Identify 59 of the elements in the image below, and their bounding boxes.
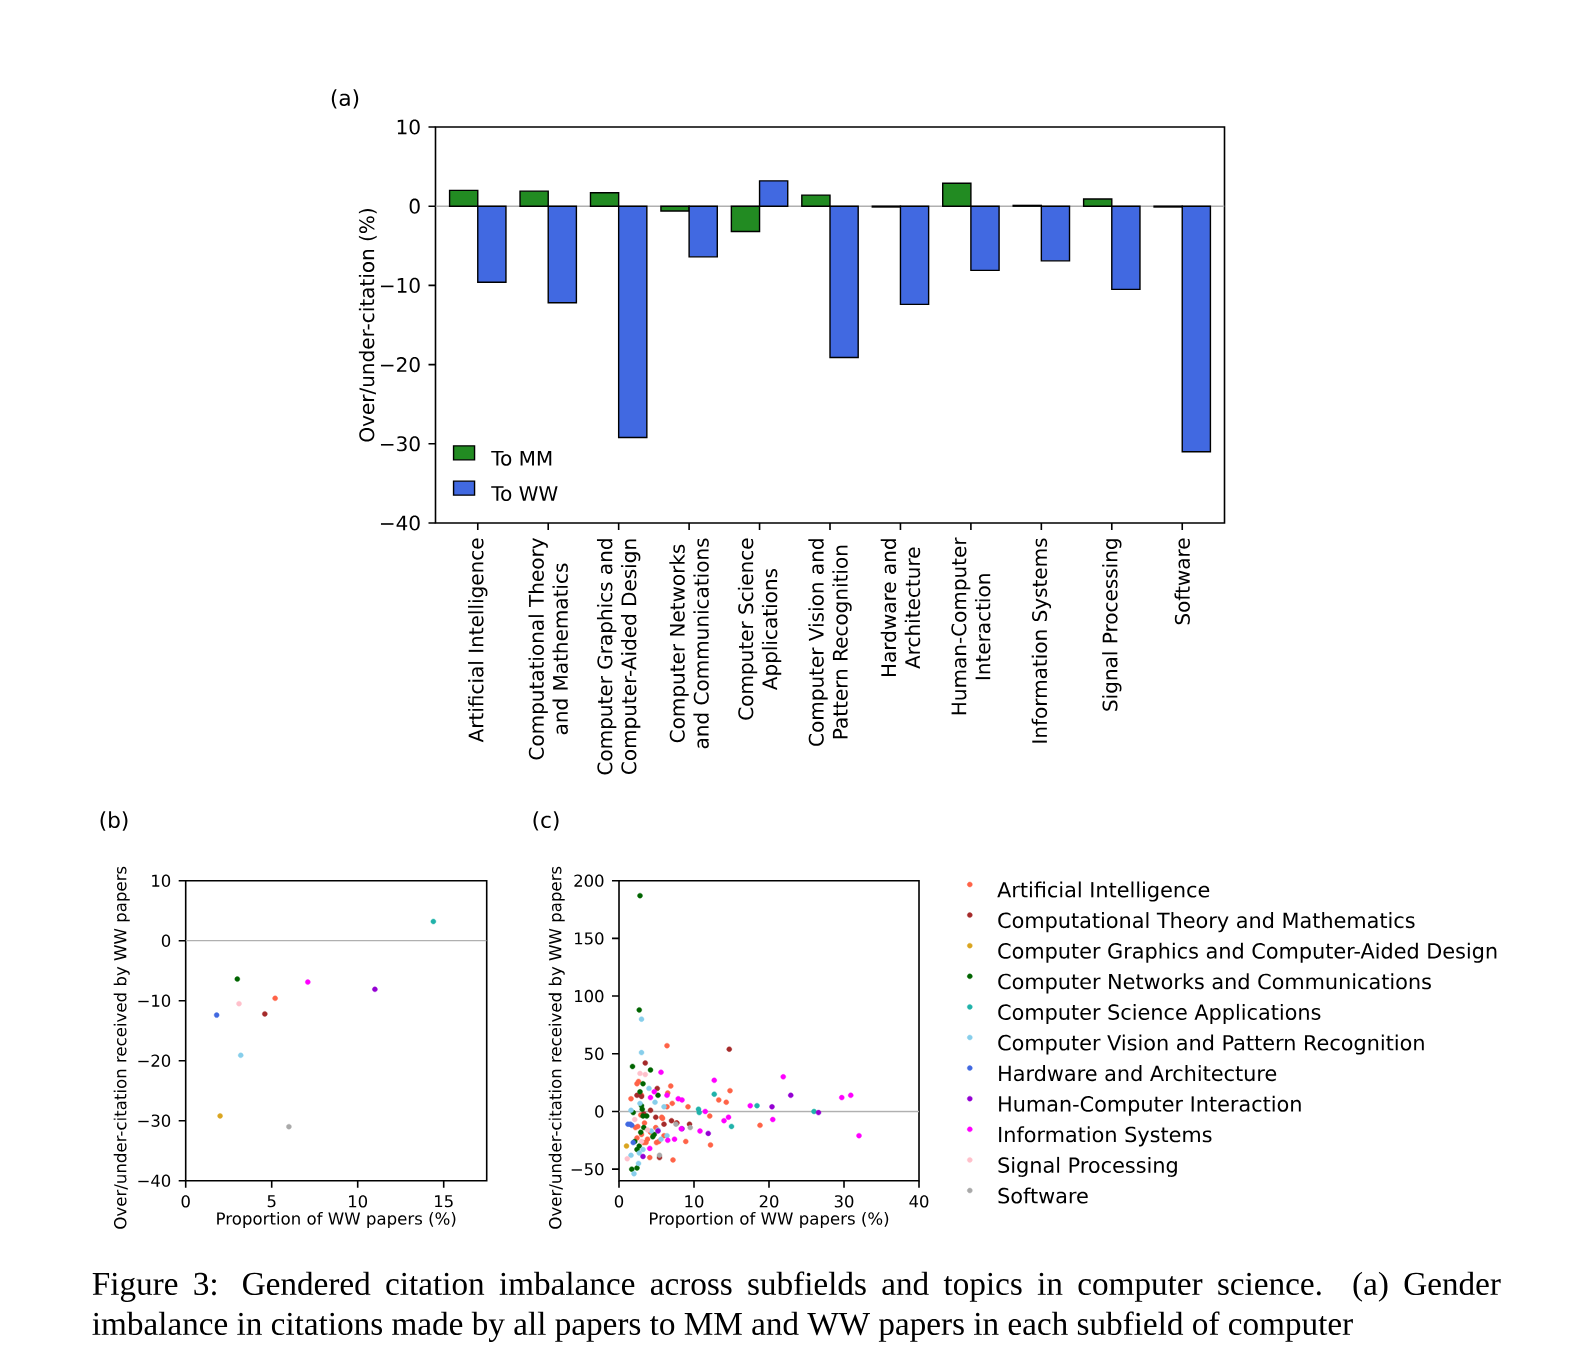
x-tick-label: Computer Graphics and Computer-Aided Design (596, 539, 641, 775)
legend-label: To WW (491, 486, 558, 502)
y-tick-label: 200 (574, 874, 604, 887)
x-tick-label: Software (1174, 538, 1190, 625)
x-tick-label: 0 (614, 1195, 624, 1208)
x-tick-label: 0 (181, 1195, 190, 1208)
y-tick-label: −40 (380, 515, 420, 531)
y-tick-label: −30 (380, 436, 420, 452)
y-tick-label: −20 (138, 1054, 171, 1067)
y-tick-label: −20 (380, 357, 420, 373)
x-tick-label: Information Systems (1031, 538, 1052, 743)
y-tick-label: 150 (575, 932, 604, 945)
x-tick-label: 40 (909, 1195, 929, 1208)
legend-label: Artificial Intelligence (997, 881, 1210, 902)
x-tick-label: Artificial Intelligence (468, 538, 488, 743)
x-tick-label: 10 (349, 1195, 368, 1208)
y-tick-label: 50 (584, 1047, 604, 1060)
y-axis-title: Over/under-citation (%) (358, 209, 377, 442)
x-tick-label: Computational Theory and Mathematics (528, 538, 568, 760)
y-tick-label: −30 (138, 1114, 171, 1127)
legend-label: Signal Processing (998, 1156, 1177, 1178)
y-tick-label: 0 (161, 934, 171, 947)
x-tick-label: Computer Vision and Pattern Recognition (808, 539, 852, 746)
chart-title: (a) (331, 89, 359, 109)
legend-label: Hardware and Architecture (999, 1065, 1277, 1082)
x-tick-label: 20 (759, 1195, 779, 1208)
y-axis-title: Over/under-citation received by WW papers (548, 866, 565, 1229)
chart-title: (b) (100, 811, 128, 831)
y-tick-label: 10 (152, 874, 171, 887)
x-tick-label: Computer Science Applications (737, 538, 782, 720)
y-tick-label: 0 (595, 1105, 604, 1118)
legend-label: Human-Computer Interaction (999, 1095, 1301, 1116)
y-tick-label: −10 (380, 277, 420, 293)
x-axis-title: Proportion of WW papers (%) (217, 1211, 456, 1229)
legend-label: Computer Networks and Communications (998, 973, 1431, 994)
y-tick-label: −10 (138, 994, 171, 1007)
x-tick-label: 30 (834, 1195, 854, 1208)
x-tick-label: Computer Networks and Communications (669, 538, 709, 749)
legend-label: Computer Graphics and Computer-Aided Design (998, 942, 1497, 963)
chart-title: (c) (533, 811, 559, 831)
x-tick-label: 10 (685, 1195, 704, 1208)
y-tick-label: 100 (575, 989, 604, 1003)
x-tick-label: 15 (435, 1195, 453, 1208)
x-tick-label: Signal Processing (1102, 539, 1122, 711)
y-tick-label: 0 (409, 198, 420, 214)
legend-label: Computer Science Applications (998, 1003, 1321, 1025)
y-tick-label: −50 (571, 1162, 604, 1176)
caption: Figure 3: Gendered citation imbalance across subfields and topics in computer science. (a) Gender imbalance in citations made by all papers to MM and WW papers in each subfield of computer (92, 1271, 1501, 1342)
legend-label: Information Systems (999, 1126, 1212, 1147)
x-tick-label: Human-Computer Interaction (951, 537, 991, 715)
legend-label: Computer Vision and Pattern Recognition (998, 1034, 1424, 1055)
y-tick-label: −40 (138, 1174, 171, 1187)
legend-label: Computational Theory and Mathematics (998, 912, 1415, 933)
y-axis-title: Over/under-citation received by WW papers (113, 866, 130, 1229)
x-axis-title: Proportion of WW papers (%) (650, 1211, 889, 1229)
legend-label: To MM (491, 450, 552, 466)
y-tick-label: 10 (397, 119, 420, 135)
x-tick-label: 5 (267, 1195, 276, 1208)
x-tick-label: Hardware and Architecture (880, 539, 921, 677)
